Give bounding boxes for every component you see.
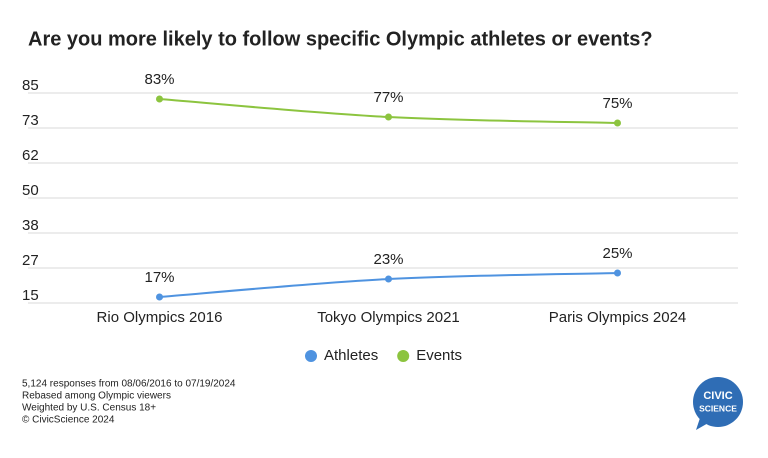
legend-marker xyxy=(397,350,410,362)
x-tick-label: Paris Olympics 2024 xyxy=(549,309,687,326)
data-point xyxy=(385,275,392,283)
y-tick-label: 85 xyxy=(22,77,39,94)
footnote: Weighted by U.S. Census 18+ xyxy=(22,403,156,414)
y-tick-label: 73 xyxy=(22,112,39,129)
data-point xyxy=(385,113,392,121)
footnote: 5,124 responses from 08/06/2016 to 07/19… xyxy=(22,379,236,390)
y-tick-label: 50 xyxy=(22,182,39,199)
legend-label: Events xyxy=(416,347,462,364)
data-point xyxy=(614,119,621,127)
logo-text: CIVIC xyxy=(703,390,732,402)
data-point xyxy=(156,95,163,103)
x-tick-label: Tokyo Olympics 2021 xyxy=(317,309,460,326)
legend-marker xyxy=(305,350,317,362)
data-point xyxy=(614,269,621,277)
footnote: © CivicScience 2024 xyxy=(22,415,115,426)
legend-label: Athletes xyxy=(324,347,378,364)
data-label: 17% xyxy=(144,269,174,286)
data-label: 25% xyxy=(602,245,632,262)
data-label: 83% xyxy=(144,71,174,88)
y-tick-label: 62 xyxy=(22,147,39,164)
logo: CIVIC SCIENCE xyxy=(693,377,743,430)
logo-circle xyxy=(693,377,743,427)
chart-title: Are you more likely to follow specific O… xyxy=(28,28,653,50)
data-point xyxy=(156,293,163,301)
y-tick-label: 38 xyxy=(22,217,39,234)
data-label: 23% xyxy=(373,251,403,268)
y-tick-label: 27 xyxy=(22,252,39,269)
x-tick-label: Rio Olympics 2016 xyxy=(97,309,223,326)
footnote: Rebased among Olympic viewers xyxy=(22,391,171,402)
data-label: 75% xyxy=(602,95,632,112)
data-label: 77% xyxy=(373,89,403,106)
y-tick-label: 15 xyxy=(22,287,39,304)
logo-text: SCIENCE xyxy=(699,403,737,413)
